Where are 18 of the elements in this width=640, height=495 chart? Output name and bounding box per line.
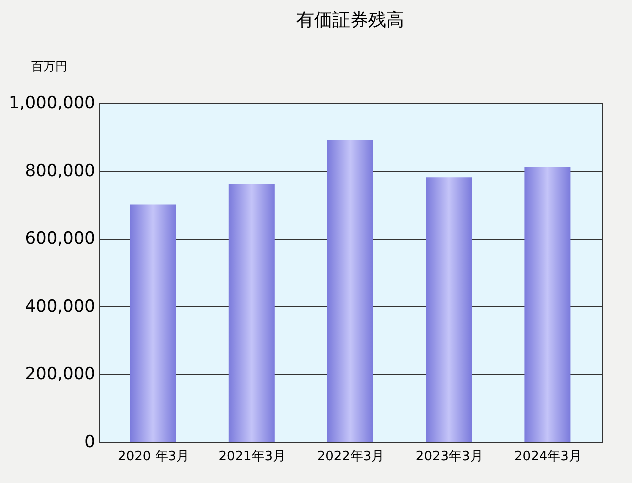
x-tick-label: 2021年3月 xyxy=(218,450,286,464)
bar xyxy=(328,140,374,442)
bar xyxy=(426,178,472,442)
chart-title: 有価証券残高 xyxy=(296,10,404,31)
x-tick-label: 2020 年3月 xyxy=(118,450,190,464)
x-tick-label: 2022年3月 xyxy=(317,450,385,464)
bar xyxy=(130,204,176,442)
y-tick-label: 0 xyxy=(84,432,96,452)
y-tick-label: 600,000 xyxy=(25,229,96,250)
y-axis-title: 百万円 xyxy=(32,60,68,74)
y-tick-label: 200,000 xyxy=(25,364,96,385)
y-tick-label: 400,000 xyxy=(25,296,96,317)
y-tick-label: 800,000 xyxy=(25,161,96,182)
bar xyxy=(524,167,571,442)
bar xyxy=(228,184,275,442)
x-tick-label: 2024年3月 xyxy=(514,450,582,464)
y-tick-label: 1,000,000 xyxy=(8,94,96,114)
x-tick-label: 2023年3月 xyxy=(416,450,484,464)
